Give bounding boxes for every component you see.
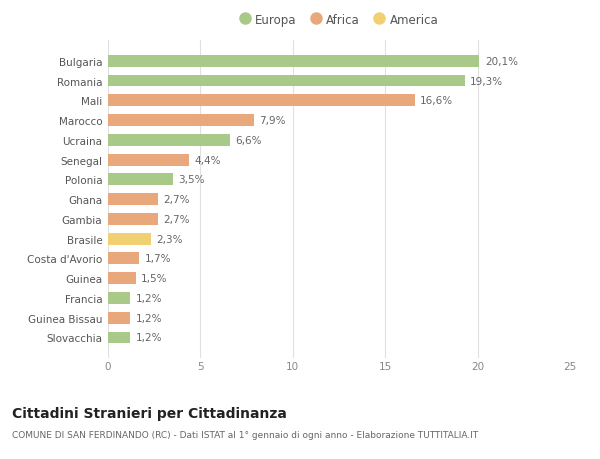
Text: 1,5%: 1,5% <box>141 274 168 284</box>
Legend: Europa, Africa, America: Europa, Africa, America <box>235 9 443 32</box>
Bar <box>108 56 479 67</box>
Text: 1,2%: 1,2% <box>136 313 162 323</box>
Bar <box>108 154 190 166</box>
Bar <box>108 213 158 225</box>
Text: 1,2%: 1,2% <box>136 293 162 303</box>
Text: 1,2%: 1,2% <box>136 333 162 343</box>
Bar <box>108 332 130 344</box>
Text: 2,7%: 2,7% <box>163 195 190 205</box>
Bar <box>108 174 173 186</box>
Text: 2,3%: 2,3% <box>156 234 182 244</box>
Text: Cittadini Stranieri per Cittadinanza: Cittadini Stranieri per Cittadinanza <box>12 406 287 420</box>
Bar <box>108 134 230 146</box>
Text: 7,9%: 7,9% <box>260 116 286 126</box>
Bar <box>108 95 415 107</box>
Bar <box>108 115 254 127</box>
Text: 6,6%: 6,6% <box>236 135 262 146</box>
Text: COMUNE DI SAN FERDINANDO (RC) - Dati ISTAT al 1° gennaio di ogni anno - Elaboraz: COMUNE DI SAN FERDINANDO (RC) - Dati IST… <box>12 431 478 440</box>
Text: 1,7%: 1,7% <box>145 254 172 264</box>
Text: 20,1%: 20,1% <box>485 56 518 67</box>
Text: 4,4%: 4,4% <box>195 155 221 165</box>
Text: 2,7%: 2,7% <box>163 214 190 224</box>
Bar <box>108 273 136 285</box>
Text: 16,6%: 16,6% <box>421 96 454 106</box>
Text: 3,5%: 3,5% <box>178 175 205 185</box>
Bar <box>108 292 130 304</box>
Bar <box>108 312 130 324</box>
Text: 19,3%: 19,3% <box>470 76 503 86</box>
Bar <box>108 253 139 265</box>
Bar <box>108 194 158 206</box>
Bar <box>108 75 464 87</box>
Bar <box>108 233 151 245</box>
